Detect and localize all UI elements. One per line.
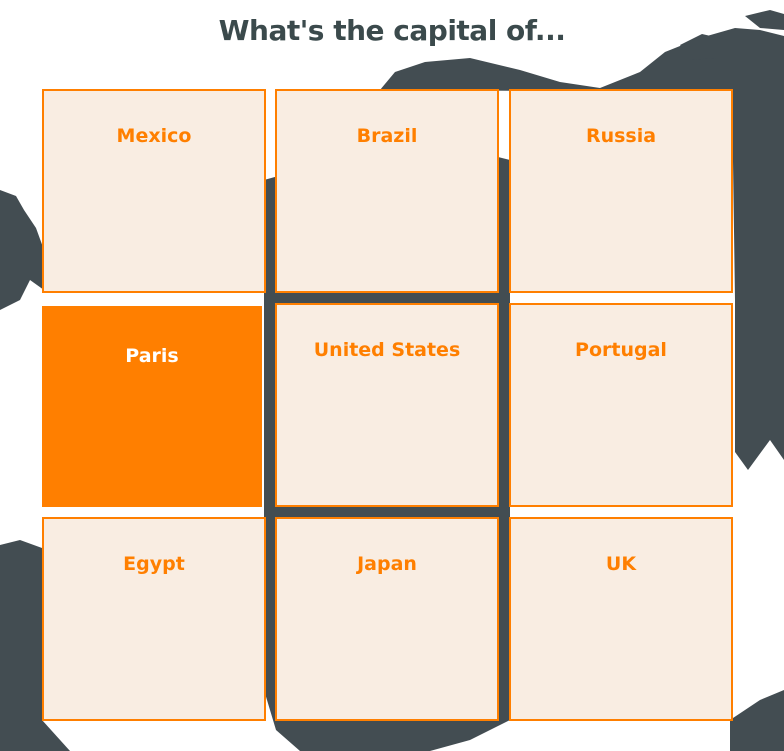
map-landmass-southwest bbox=[0, 540, 70, 751]
answer-card-label: Paris bbox=[125, 345, 179, 367]
answer-card-japan[interactable]: Japan bbox=[275, 517, 499, 721]
answer-card-label: Japan bbox=[357, 553, 417, 575]
answer-card-label: UK bbox=[605, 553, 637, 575]
map-island-arctic bbox=[680, 34, 728, 60]
answer-card-united-states[interactable]: United States bbox=[275, 303, 499, 507]
answer-card-label: United States bbox=[313, 339, 461, 361]
answer-card-label: Mexico bbox=[116, 125, 192, 147]
answer-card-label: Brazil bbox=[356, 125, 418, 147]
answer-card-mexico[interactable]: Mexico bbox=[42, 89, 266, 293]
answer-grid: Mexico Brazil Russia Paris United States… bbox=[42, 89, 733, 722]
answer-card-label: Egypt bbox=[123, 553, 185, 575]
answer-card-brazil[interactable]: Brazil bbox=[275, 89, 499, 293]
answer-card-label: Russia bbox=[585, 125, 657, 147]
answer-card-russia[interactable]: Russia bbox=[509, 89, 733, 293]
answer-card-uk[interactable]: UK bbox=[509, 517, 733, 721]
answer-card-portugal[interactable]: Portugal bbox=[509, 303, 733, 507]
map-landmass-west bbox=[0, 190, 44, 310]
page-title: What's the capital of... bbox=[218, 14, 566, 47]
answer-card-label: Portugal bbox=[575, 339, 667, 361]
answer-card-paris[interactable]: Paris bbox=[42, 306, 262, 507]
map-landmass-north bbox=[380, 28, 784, 470]
map-landmass-southeast bbox=[730, 690, 784, 751]
answer-card-egypt[interactable]: Egypt bbox=[42, 517, 266, 721]
map-island-arctic-2 bbox=[745, 10, 784, 30]
